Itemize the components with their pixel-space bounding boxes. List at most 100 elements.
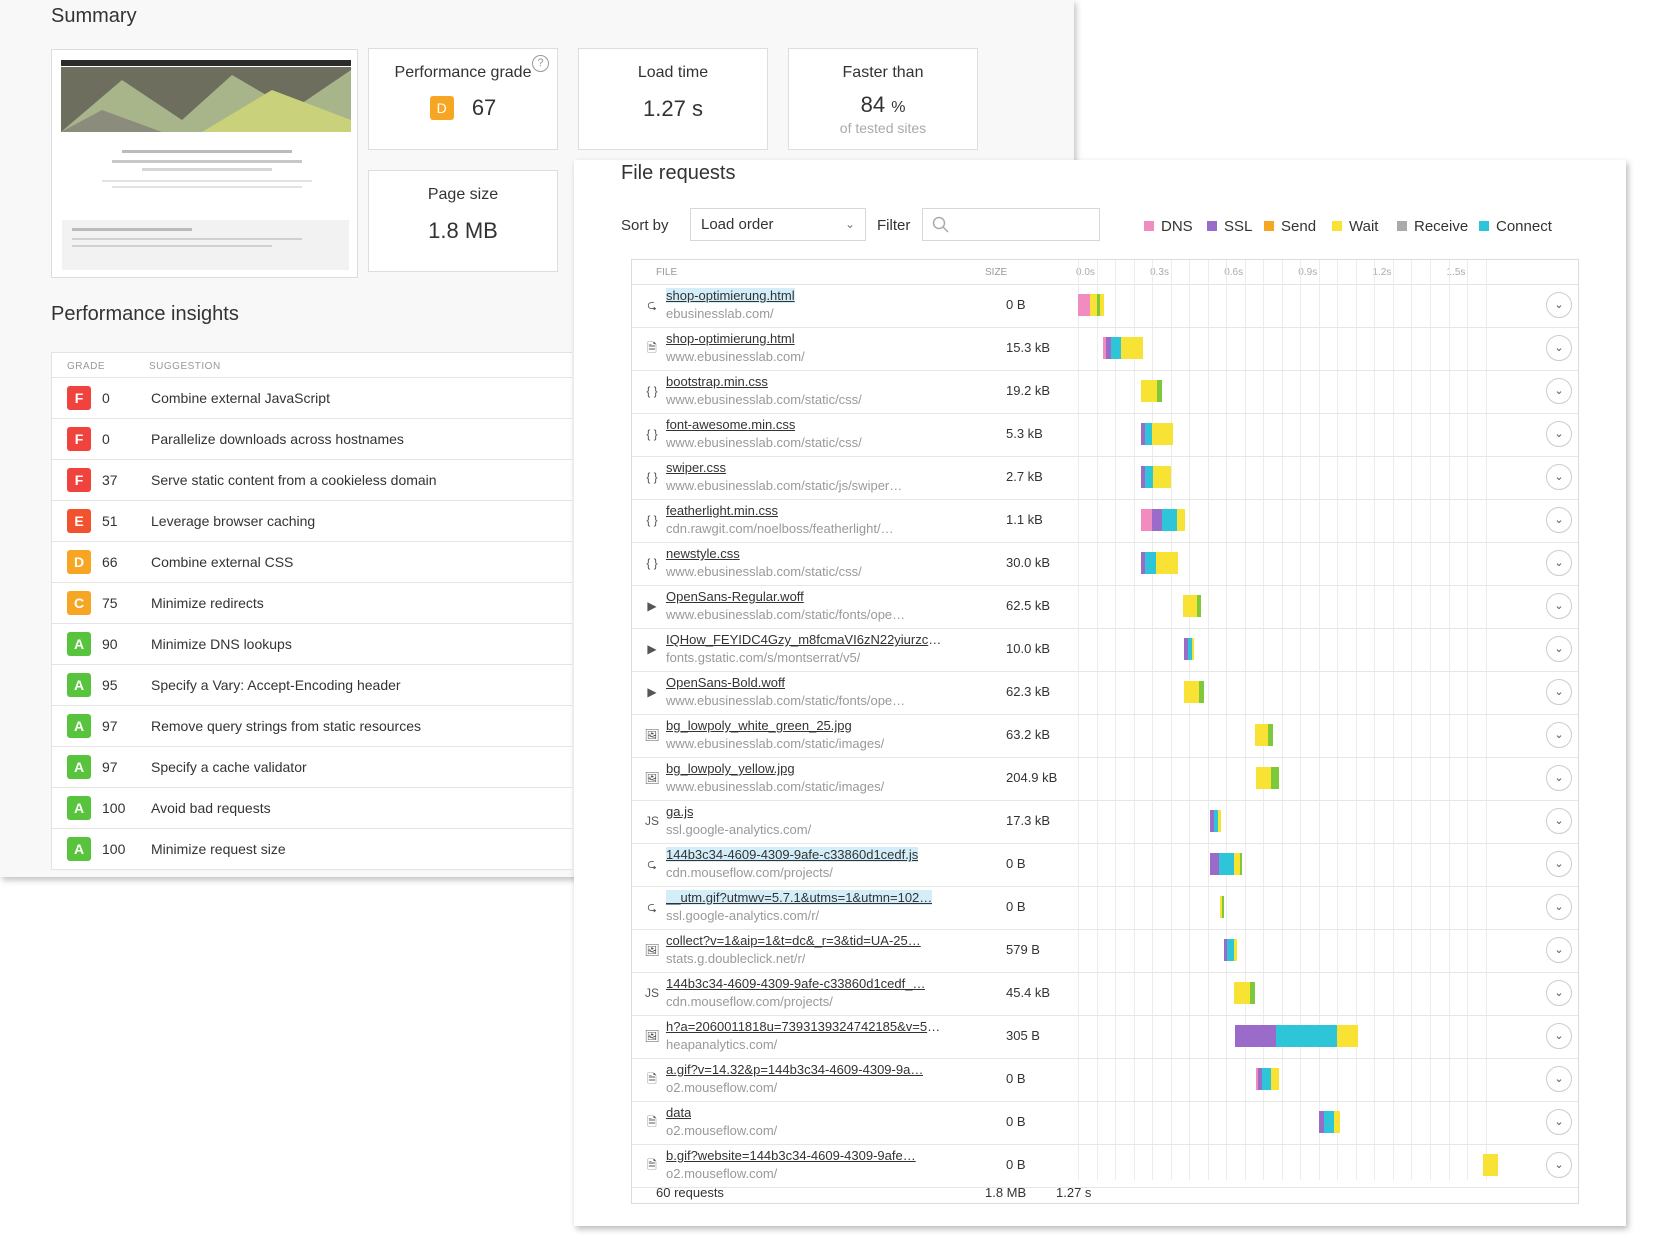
grade-chip: D [67,550,91,574]
insight-row[interactable]: F 0 Parallelize downloads across hostnames [52,419,572,460]
insight-suggestion: Leverage browser caching [151,513,316,529]
request-row[interactable]: 🗎 a.gif?v=14.32&p=144b3c34-4609-4309-9a… o… [632,1058,1578,1102]
request-file-name[interactable]: collect?v=1&aip=1&t=dc&_r=3&tid=UA-25… [666,933,921,948]
expand-chevron-icon[interactable]: ⌄ [1546,292,1572,318]
request-row[interactable]: ▶ OpenSans-Regular.woff www.ebusinesslab.c… [632,585,1578,629]
request-host: ssl.google-analytics.com/r/ [666,908,820,923]
insight-score: 100 [102,800,126,816]
request-row[interactable]: { } featherlight.min.css cdn.rawgit.com/no… [632,499,1578,543]
request-row[interactable]: ▶ OpenSans-Bold.woff www.ebusinesslab.com/… [632,671,1578,715]
timing-segment [1255,767,1271,789]
request-file-name[interactable]: a.gif?v=14.32&p=144b3c34-4609-4309-9a… [666,1062,924,1077]
insight-row[interactable]: A 97 Remove query strings from static reso… [52,706,572,747]
request-row[interactable]: { } font-awesome.min.css www.ebusinesslab.… [632,413,1578,457]
question-circle-icon[interactable]: ? [532,55,549,72]
request-row[interactable]: ⮎ 144b3c34-4609-4309-9afe-c33860d1cedf.js… [632,843,1578,887]
request-file-name[interactable]: data [666,1105,692,1120]
expand-chevron-icon[interactable]: ⌄ [1546,1109,1572,1135]
col-size: SIZE [985,267,1008,278]
insight-row[interactable]: F 0 Combine external JavaScript [52,378,572,419]
insight-row[interactable]: C 75 Minimize redirects [52,583,572,624]
expand-chevron-icon[interactable]: ⌄ [1546,507,1572,533]
expand-chevron-icon[interactable]: ⌄ [1546,808,1572,834]
request-file-name[interactable]: shop-optimierung.html [666,331,795,346]
request-row[interactable]: 🖼 h?a=2060011818u=7393139324742185&v=58… h… [632,1015,1578,1059]
expand-chevron-icon[interactable]: ⌄ [1546,550,1572,576]
request-file-name[interactable]: swiper.css [666,460,726,475]
request-row[interactable]: 🗎 shop-optimierung.html www.ebusinesslab.c… [632,327,1578,371]
expand-chevron-icon[interactable]: ⌄ [1546,937,1572,963]
request-row[interactable]: 🖼 collect?v=1&aip=1&t=dc&_r=3&tid=UA-25… s… [632,929,1578,973]
request-row[interactable]: ▶ IQHow_FEYIDC4Gzy_m8fcmaVI6zN22yiurzcB… f… [632,628,1578,672]
insights-body: F 0 Combine external JavaScript F 0 Paralleli… [52,378,572,869]
request-row[interactable]: 🖼 bg_lowpoly_white_green_25.jpg www.ebusin… [632,714,1578,758]
request-file-name[interactable]: featherlight.min.css [666,503,778,518]
grade-chip: C [67,591,91,615]
insight-row[interactable]: A 97 Specify a cache validator [52,747,572,788]
request-file-name[interactable]: OpenSans-Bold.woff [666,675,785,690]
expand-chevron-icon[interactable]: ⌄ [1546,464,1572,490]
request-file-name[interactable]: newstyle.css [666,546,740,561]
expand-chevron-icon[interactable]: ⌄ [1546,1023,1572,1049]
expand-chevron-icon[interactable]: ⌄ [1546,894,1572,920]
request-file-name[interactable]: bg_lowpoly_yellow.jpg [666,761,795,776]
request-file-name[interactable]: ga.js [666,804,694,819]
insight-row[interactable]: E 51 Leverage browser caching [52,501,572,542]
insight-row[interactable]: A 100 Avoid bad requests [52,788,572,829]
request-row[interactable]: JS ga.js ssl.google-analytics.com/17.3 kB ⌄ [632,800,1578,844]
expand-chevron-icon[interactable]: ⌄ [1546,765,1572,791]
request-file-name[interactable]: OpenSans-Regular.woff [666,589,804,604]
request-file-name[interactable]: bg_lowpoly_white_green_25.jpg [666,718,852,733]
request-row[interactable]: ⮎ __utm.gif?utmwv=5.7.1&utms=1&utmn=102… s… [632,886,1578,930]
expand-chevron-icon[interactable]: ⌄ [1546,1152,1572,1178]
expand-chevron-icon[interactable]: ⌄ [1546,378,1572,404]
grade-chip: F [67,386,91,410]
document-icon: 🗎 [647,341,657,355]
expand-chevron-icon[interactable]: ⌄ [1546,636,1572,662]
request-file-name[interactable]: 144b3c34-4609-4309-9afe-c33860d1cedf.js [666,847,919,862]
expand-chevron-icon[interactable]: ⌄ [1546,593,1572,619]
request-row[interactable]: 🖼 bg_lowpoly_yellow.jpg www.ebusinesslab.c… [632,757,1578,801]
timeline-gridline [1244,260,1246,1180]
insight-row[interactable]: F 37 Serve static content from a cookieles… [52,460,572,501]
expand-chevron-icon[interactable]: ⌄ [1546,335,1572,361]
request-host: heapanalytics.com/ [666,1037,778,1052]
timing-segment [1258,1068,1262,1090]
request-row[interactable]: { } newstyle.css www.ebusinesslab.com/stat… [632,542,1578,586]
expand-chevron-icon[interactable]: ⌄ [1546,1066,1572,1092]
insight-row[interactable]: A 90 Minimize DNS lookups [52,624,572,665]
request-file-name[interactable]: b.gif?website=144b3c34-4609-4309-9afe… [666,1148,916,1163]
request-row[interactable]: 🗎 data o2.mouseflow.com/0 B ⌄ [632,1101,1578,1145]
request-row[interactable]: { } bootstrap.min.css www.ebusinesslab.com… [632,370,1578,414]
timeline-gridline [1337,260,1339,1180]
filter-input[interactable] [922,208,1100,241]
timing-segment [1337,1025,1359,1047]
request-file-name[interactable]: __utm.gif?utmwv=5.7.1&utms=1&utmn=102… [666,890,933,905]
request-row[interactable]: ⮎ shop-optimierung.html ebusinesslab.com/0… [632,284,1578,328]
insight-row[interactable]: A 100 Minimize request size [52,829,572,869]
request-file-name[interactable]: h?a=2060011818u=7393139324742185&v=58… [666,1019,946,1034]
performance-grade-card: Performance grade ? D 67 [368,48,558,150]
request-file-name[interactable]: shop-optimierung.html [666,288,795,303]
request-row[interactable]: JS 144b3c34-4609-4309-9afe-c33860d1cedf_…… [632,972,1578,1016]
expand-chevron-icon[interactable]: ⌄ [1546,722,1572,748]
timing-segment [1184,638,1188,660]
request-file-name[interactable]: IQHow_FEYIDC4Gzy_m8fcmaVI6zN22yiurzcB… [666,632,946,647]
faster-than-card: Faster than 84 % of tested sites [788,48,978,150]
timeline-gridline [1300,260,1302,1180]
sort-select[interactable]: Load order ⌄ [690,208,866,241]
request-file-name[interactable]: font-awesome.min.css [666,417,796,432]
request-row[interactable]: { } swiper.css www.ebusinesslab.com/static… [632,456,1578,500]
insight-row[interactable]: A 95 Specify a Vary: Accept-Encoding heade… [52,665,572,706]
expand-chevron-icon[interactable]: ⌄ [1546,851,1572,877]
grade-chip: A [67,796,91,820]
request-file-name[interactable]: bootstrap.min.css [666,374,768,389]
request-file-name[interactable]: 144b3c34-4609-4309-9afe-c33860d1cedf_… [666,976,926,991]
expand-chevron-icon[interactable]: ⌄ [1546,421,1572,447]
insight-row[interactable]: D 66 Combine external CSS [52,542,572,583]
request-timing-bar [1234,1025,1359,1047]
image-icon: 🖼 [644,1029,660,1043]
request-row[interactable]: 🗎 b.gif?website=144b3c34-4609-4309-9afe… o… [632,1144,1578,1188]
expand-chevron-icon[interactable]: ⌄ [1546,679,1572,705]
expand-chevron-icon[interactable]: ⌄ [1546,980,1572,1006]
